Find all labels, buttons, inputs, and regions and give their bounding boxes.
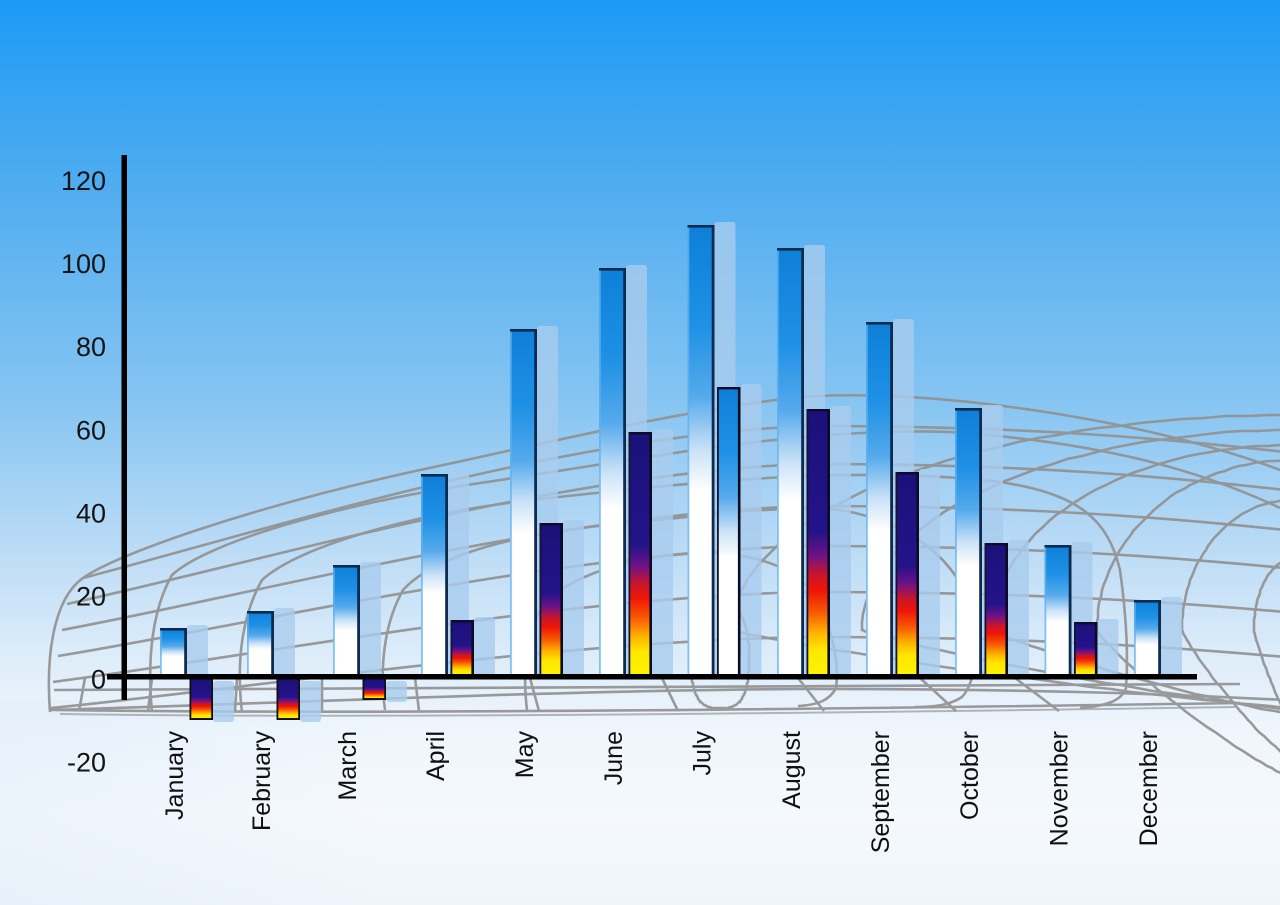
svg-text:July: July (689, 731, 717, 776)
svg-text:November: November (1046, 731, 1074, 846)
svg-text:-20: -20 (67, 748, 106, 778)
svg-text:80: 80 (76, 332, 106, 362)
svg-text:January: January (161, 731, 189, 820)
svg-text:0: 0 (91, 665, 106, 695)
svg-text:September: September (867, 731, 895, 853)
svg-text:August: August (778, 731, 806, 809)
svg-text:December: December (1135, 731, 1163, 846)
svg-text:120: 120 (61, 166, 106, 196)
svg-text:100: 100 (61, 249, 106, 279)
svg-text:February: February (248, 731, 276, 832)
svg-text:60: 60 (76, 415, 106, 445)
svg-text:20: 20 (76, 582, 106, 612)
svg-text:May: May (511, 731, 539, 779)
svg-text:June: June (600, 731, 628, 785)
svg-text:April: April (422, 731, 450, 781)
svg-text:October: October (956, 731, 984, 820)
svg-text:40: 40 (76, 498, 106, 528)
svg-text:March: March (334, 731, 362, 800)
